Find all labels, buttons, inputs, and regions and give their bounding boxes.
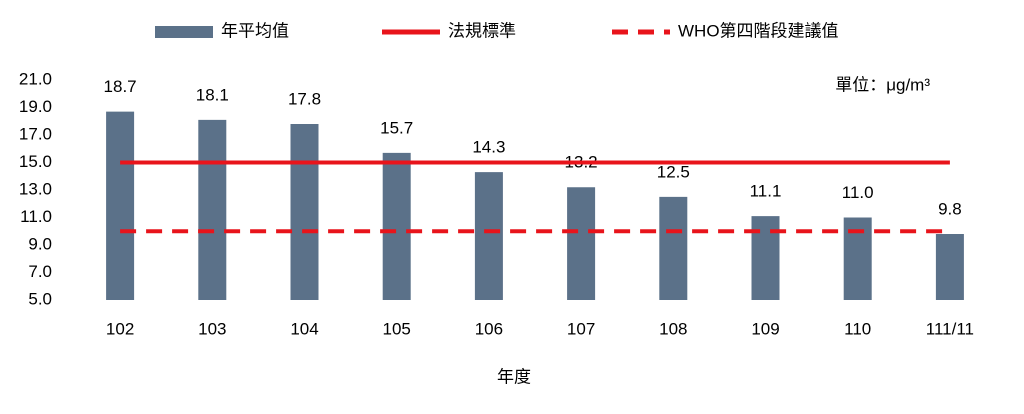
y-tick-label: 5.0 (28, 289, 52, 308)
data-label: 11.0 (842, 183, 874, 202)
data-label: 18.1 (196, 85, 229, 104)
data-label: 18.7 (104, 77, 137, 96)
unit-label: 單位：μg/m³ (835, 75, 930, 94)
bar (106, 111, 135, 300)
data-label: 9.8 (938, 199, 962, 218)
bar (382, 152, 411, 300)
y-tick-label: 19.0 (19, 97, 52, 116)
data-label: 11.1 (750, 182, 782, 201)
x-axis-title: 年度 (497, 367, 531, 386)
data-label: 12.5 (657, 162, 690, 181)
x-tick-label: 102 (106, 319, 134, 338)
bar (290, 124, 319, 300)
bar (935, 234, 964, 300)
x-tick-label: 110 (844, 319, 871, 338)
y-tick-label: 7.0 (28, 262, 52, 281)
data-label: 14.3 (472, 138, 505, 157)
x-tick-label: 109 (751, 319, 779, 338)
bar (751, 216, 780, 300)
x-tick-label: 106 (475, 319, 503, 338)
x-tick-label: 103 (198, 319, 226, 338)
y-tick-label: 15.0 (19, 152, 52, 171)
y-tick-label: 17.0 (19, 124, 52, 143)
x-tick-label: 111/11 (926, 319, 974, 338)
legend-label: 年平均值 (221, 21, 289, 40)
bar (198, 119, 227, 300)
legend-label: 法規標準 (448, 21, 516, 40)
y-tick-label: 9.0 (28, 234, 52, 253)
legend-label: WHO第四階段建議值 (678, 21, 839, 40)
y-tick-label: 11.0 (20, 207, 52, 226)
bar (659, 196, 688, 300)
x-tick-label: 108 (659, 319, 687, 338)
bar (474, 172, 503, 300)
x-tick-label: 107 (567, 319, 595, 338)
data-label: 17.8 (288, 89, 321, 108)
y-tick-label: 21.0 (19, 69, 52, 88)
x-tick-label: 104 (290, 319, 318, 338)
y-tick-label: 13.0 (19, 179, 52, 198)
x-tick-label: 105 (383, 319, 411, 338)
data-label: 15.7 (380, 118, 413, 137)
bar (567, 187, 596, 300)
legend-swatch (155, 26, 213, 38)
